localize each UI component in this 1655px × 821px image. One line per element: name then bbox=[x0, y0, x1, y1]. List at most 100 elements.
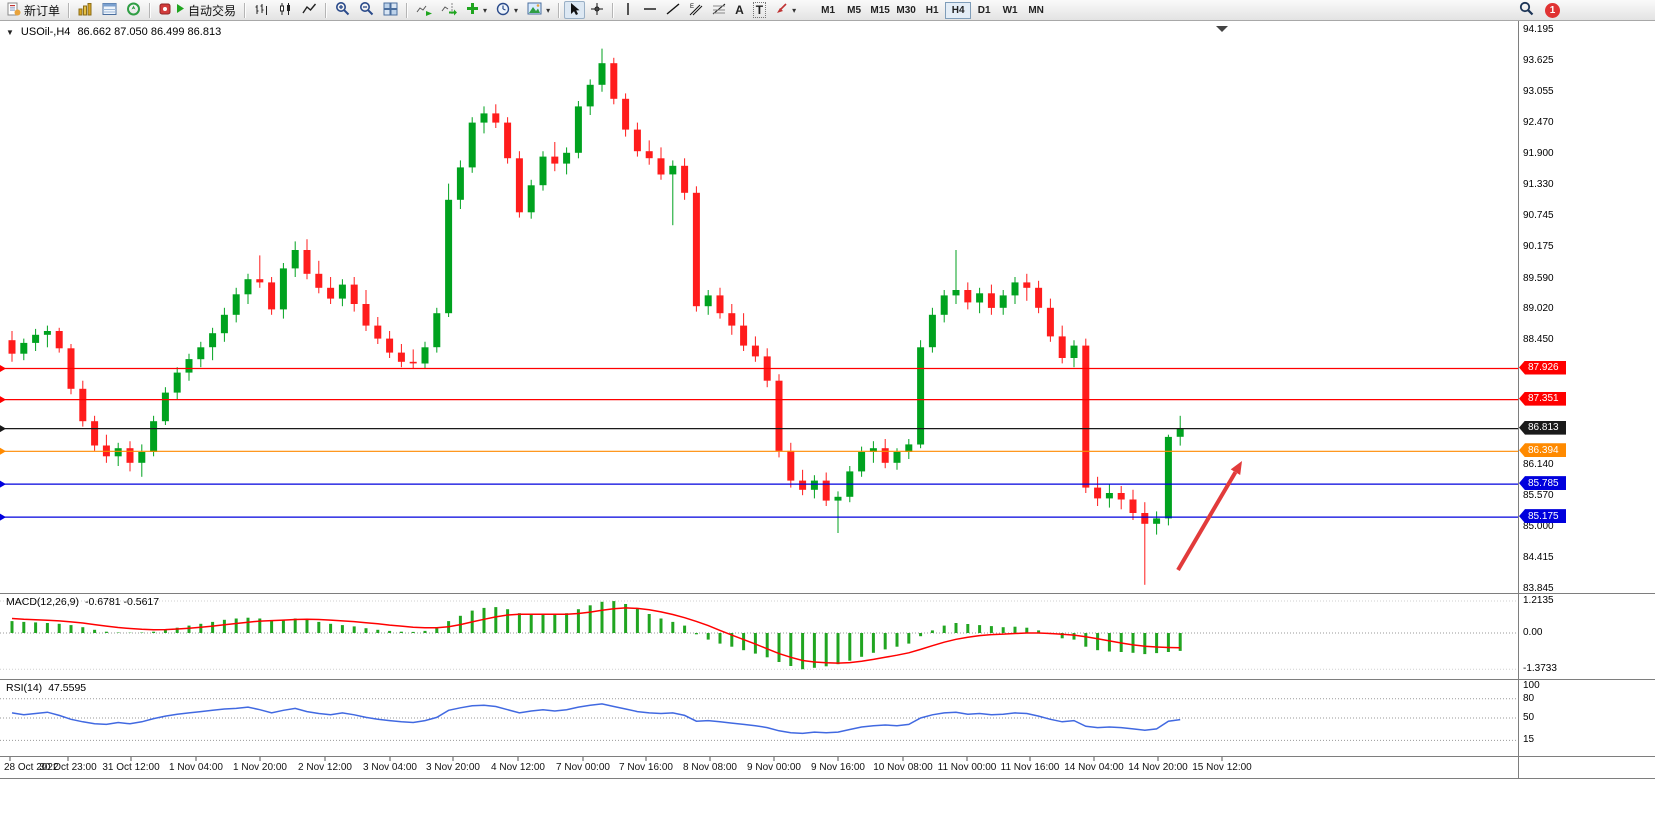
timeframe-button-m5[interactable]: M5 bbox=[841, 2, 867, 19]
arrow-annotation[interactable] bbox=[1176, 461, 1242, 572]
chevron-down-icon: ▾ bbox=[792, 5, 797, 15]
horizontal-line-tool-button[interactable] bbox=[639, 1, 661, 19]
bar-chart-button[interactable] bbox=[250, 1, 273, 19]
trendline-tool-button[interactable] bbox=[662, 1, 684, 19]
time-axis-label: 2 Nov 12:00 bbox=[298, 762, 352, 773]
timeframe-button-m1[interactable]: M1 bbox=[815, 2, 841, 19]
axis-label: 90.175 bbox=[1523, 241, 1554, 253]
notification-badge[interactable]: 1 bbox=[1545, 2, 1560, 18]
axis-label: 85.570 bbox=[1523, 489, 1554, 501]
axis-label: 84.415 bbox=[1523, 552, 1554, 564]
toolbar-separator bbox=[406, 2, 409, 18]
chart-canvas[interactable] bbox=[0, 21, 1518, 778]
time-axis-label: 10 Nov 08:00 bbox=[873, 762, 933, 773]
symbol-dropdown-icon[interactable]: ▼ bbox=[6, 27, 14, 37]
period-button[interactable]: ▾ bbox=[492, 1, 522, 19]
new-order-label: 新订单 bbox=[24, 3, 61, 18]
tile-windows-button[interactable] bbox=[379, 1, 402, 19]
template-button[interactable]: ▾ bbox=[523, 1, 554, 19]
price-line[interactable] bbox=[0, 447, 1518, 455]
time-axis-label: 14 Nov 20:00 bbox=[1128, 762, 1188, 773]
price-line[interactable] bbox=[0, 365, 1518, 373]
time-axis-label: 8 Nov 08:00 bbox=[683, 762, 737, 773]
time-axis-label: 30 Oct 23:00 bbox=[39, 762, 97, 773]
toolbar-separator bbox=[68, 2, 71, 18]
price-line[interactable] bbox=[0, 480, 1518, 488]
macd-title: MACD(12,26,9) bbox=[6, 596, 79, 608]
panel-separator-macd[interactable] bbox=[0, 593, 1655, 594]
cursor-tool-button[interactable] bbox=[564, 1, 586, 19]
market-watch-button[interactable] bbox=[74, 1, 97, 19]
auto-trading-button[interactable]: 自动交易 bbox=[155, 1, 240, 19]
price-line[interactable] bbox=[0, 396, 1518, 404]
label-tool-button[interactable]: T bbox=[749, 1, 770, 19]
macd-signal-line bbox=[11, 607, 1181, 664]
chevron-down-icon: ▾ bbox=[483, 5, 488, 15]
search-icon bbox=[1519, 1, 1534, 19]
timeframe-button-w1[interactable]: W1 bbox=[997, 2, 1023, 19]
crosshair-tool-button[interactable] bbox=[586, 1, 608, 19]
channel-tool-button[interactable]: E bbox=[685, 1, 707, 19]
time-axis-label: 7 Nov 00:00 bbox=[556, 762, 610, 773]
ohlc-label: 86.662 87.050 86.499 86.813 bbox=[77, 26, 222, 38]
panel-separator-timeaxis bbox=[0, 756, 1655, 757]
zoom-in-button[interactable] bbox=[331, 1, 354, 19]
chart-plot-area[interactable]: ▼ USOil-,H4 86.662 87.050 86.499 86.813 … bbox=[0, 21, 1518, 778]
new-chart-button[interactable]: ▾ bbox=[462, 1, 491, 19]
clock-icon bbox=[496, 2, 510, 19]
candlestick-series bbox=[8, 48, 1184, 585]
data-window-icon bbox=[102, 2, 117, 19]
price-badge: 86.394 bbox=[1519, 443, 1566, 458]
timeframe-button-mn[interactable]: MN bbox=[1023, 2, 1049, 19]
timeframe-button-h1[interactable]: H1 bbox=[919, 2, 945, 19]
price-line[interactable] bbox=[0, 425, 1518, 433]
macd-histogram bbox=[10, 601, 1182, 670]
axis-label: 1.2135 bbox=[1523, 594, 1554, 606]
time-axis-label: 11 Nov 00:00 bbox=[937, 762, 997, 773]
price-badge: 85.175 bbox=[1519, 509, 1566, 524]
candlestick-chart-button[interactable] bbox=[274, 1, 297, 19]
auto-scroll-button[interactable] bbox=[412, 1, 436, 19]
axis-label: 89.590 bbox=[1523, 272, 1554, 284]
time-axis-label: 3 Nov 04:00 bbox=[363, 762, 417, 773]
chart-shift-button[interactable] bbox=[437, 1, 461, 19]
time-axis-label: 1 Nov 20:00 bbox=[233, 762, 287, 773]
text-tool-button[interactable]: A bbox=[731, 1, 748, 19]
vertical-line-tool-button[interactable] bbox=[618, 1, 638, 19]
new-order-button[interactable]: 新订单 bbox=[3, 1, 64, 19]
navigator-button[interactable] bbox=[122, 1, 145, 19]
timeframe-button-m30[interactable]: M30 bbox=[893, 2, 919, 19]
template-icon bbox=[527, 2, 542, 18]
timeframe-button-m15[interactable]: M15 bbox=[867, 2, 893, 19]
zoom-out-button[interactable] bbox=[355, 1, 378, 19]
axis-label: 100 bbox=[1523, 680, 1540, 691]
timeframe-button-h4[interactable]: H4 bbox=[945, 1, 972, 19]
vertical-line-icon bbox=[622, 2, 634, 19]
svg-text:E: E bbox=[690, 4, 694, 10]
axis-label: 92.470 bbox=[1523, 117, 1554, 129]
line-chart-button[interactable] bbox=[298, 1, 321, 19]
price-axis[interactable]: 94.195 93.625 93.055 92.470 91.900 91.330 90.7… bbox=[1519, 21, 1655, 778]
macd-values: -0.6781 -0.5617 bbox=[84, 596, 160, 608]
axis-border bbox=[1518, 21, 1519, 778]
chart-shift-icon bbox=[441, 2, 458, 19]
equidistant-channel-icon: E bbox=[689, 2, 703, 19]
cursor-icon bbox=[568, 2, 581, 19]
rsi-value: 47.5595 bbox=[48, 682, 87, 694]
panel-separator-rsi[interactable] bbox=[0, 679, 1655, 680]
axis-label: 88.450 bbox=[1523, 334, 1554, 346]
axis-label: 91.900 bbox=[1523, 147, 1554, 159]
rsi-title: RSI(14) bbox=[6, 682, 43, 694]
data-window-button[interactable] bbox=[98, 1, 121, 19]
chart-title: ▼ USOil-,H4 86.662 87.050 86.499 86.813 bbox=[6, 26, 221, 38]
fibonacci-tool-button[interactable] bbox=[708, 1, 730, 19]
axis-label: 86.140 bbox=[1523, 458, 1554, 470]
chart-shift-marker[interactable] bbox=[1216, 26, 1228, 32]
arrows-tool-button[interactable]: ▾ bbox=[771, 1, 800, 19]
fibonacci-icon bbox=[712, 2, 726, 19]
price-badge: 86.813 bbox=[1519, 420, 1566, 435]
auto-trading-icon bbox=[159, 2, 173, 19]
timeframe-button-d1[interactable]: D1 bbox=[971, 2, 997, 19]
search-button[interactable] bbox=[1515, 1, 1538, 19]
price-line[interactable] bbox=[0, 513, 1518, 521]
